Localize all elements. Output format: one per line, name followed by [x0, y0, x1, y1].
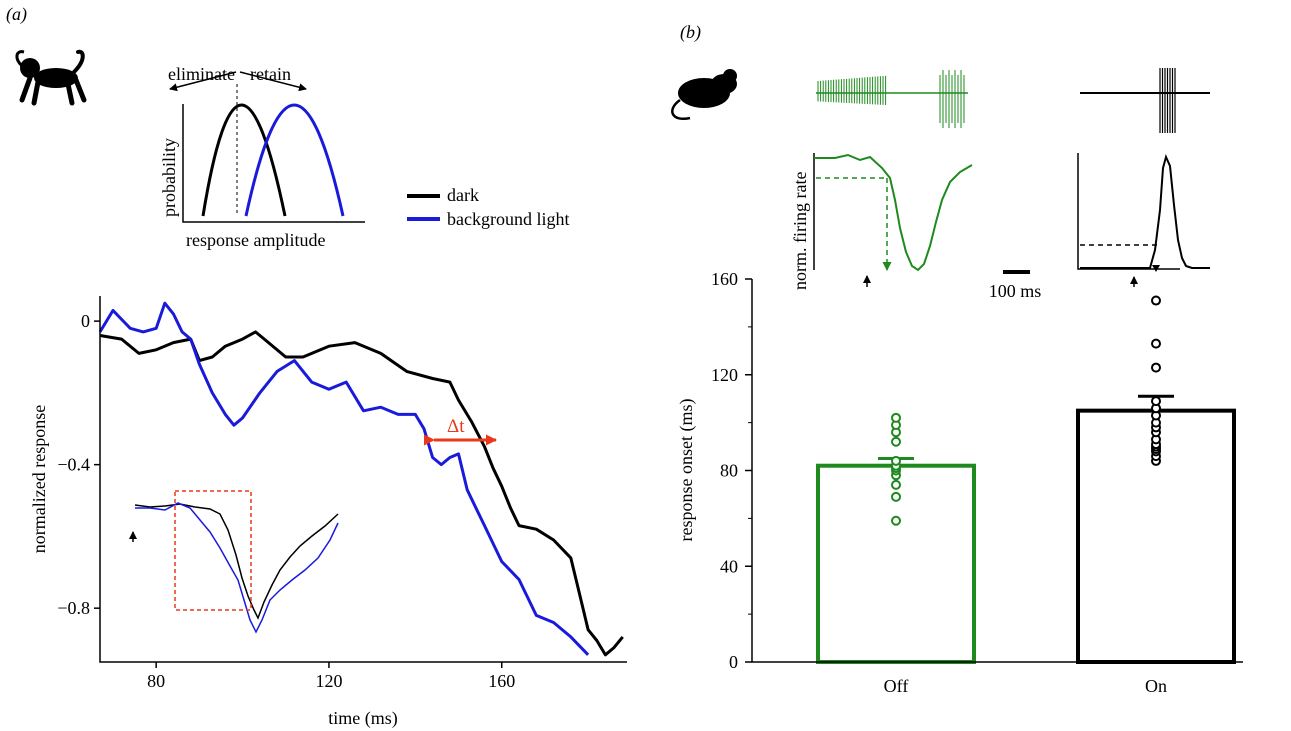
legend-label-light: background light — [447, 209, 569, 229]
on-firing-axis — [1077, 153, 1180, 270]
data-point — [891, 412, 901, 423]
off-firing-rate-curve — [814, 153, 973, 272]
scale-bar-label: 100 ms — [989, 281, 1042, 301]
y-tick-label: −0.4 — [57, 455, 90, 475]
series-line-dark — [99, 330, 624, 657]
firing-rate-label: norm. firing rate — [790, 172, 810, 290]
on-onset-marker — [1152, 265, 1160, 272]
inset-traces — [129, 490, 339, 634]
y-tick-label: 0 — [81, 311, 90, 331]
monkey-icon — [15, 49, 87, 106]
panel-b-ylabel: response onset (ms) — [676, 399, 697, 542]
x-tick-label: 120 — [315, 671, 342, 691]
panel-b-axes — [751, 279, 1243, 663]
legend-label-dark: dark — [447, 185, 479, 205]
dark-distribution — [201, 103, 287, 217]
y-tick-label: 80 — [720, 461, 738, 481]
data-point — [1151, 396, 1161, 407]
schematic-ylabel: probability — [159, 138, 179, 217]
data-point — [1151, 295, 1161, 306]
inset-highlight-box — [174, 490, 252, 611]
delta-t-annotation: Δt — [424, 416, 497, 446]
y-tick-label: 120 — [711, 365, 738, 385]
off-spike-trace — [816, 70, 968, 128]
retain-arrow — [239, 71, 307, 92]
on-firing-rate-curve — [1080, 154, 1210, 269]
panel-a-line-chart: 80 120 160 0 −0.4 −0.8 time (ms) normalized r… — [29, 296, 627, 729]
delta-t-label: Δt — [447, 416, 465, 437]
data-point — [891, 436, 901, 447]
schematic-inset: eliminate retain probability response am… — [159, 64, 365, 250]
y-tick-label: 40 — [720, 556, 738, 576]
y-tick-label: 160 — [711, 269, 738, 289]
eliminate-label: eliminate — [168, 64, 235, 84]
panel-b-bar-chart: Off On 0 40 80 120 160 response onset (ms) — [676, 269, 1243, 696]
y-tick-label: 0 — [729, 652, 738, 672]
panel-b-label: (b) — [680, 22, 701, 43]
mouse-icon — [671, 69, 737, 121]
data-point — [891, 515, 901, 526]
schematic-axes — [182, 104, 365, 223]
panel-a-xlabel: time (ms) — [328, 708, 398, 729]
x-tick-label: 80 — [147, 671, 165, 691]
light-distribution — [244, 103, 345, 217]
x-tick-label: 160 — [488, 671, 515, 691]
legend: dark background light — [407, 185, 569, 229]
panel-a-label: (a) — [6, 4, 27, 25]
schematic-xlabel: response amplitude — [186, 230, 325, 250]
panel-a-ylabel: normalized response — [29, 405, 49, 553]
inset-light-trace — [135, 502, 339, 634]
firing-rate-insets: norm. firing rate 100 ms — [790, 153, 1210, 301]
data-point — [891, 455, 901, 466]
x-category-label: On — [1145, 676, 1167, 696]
x-category-label: Off — [884, 676, 909, 696]
y-tick-label: −0.8 — [57, 598, 90, 618]
series-line-background-light — [98, 301, 590, 656]
on-spike-trace — [1080, 68, 1210, 133]
retain-label: retain — [250, 64, 291, 84]
inset-dark-trace — [134, 503, 339, 620]
panel-a-axes — [99, 296, 627, 663]
data-point — [891, 491, 901, 502]
data-point — [1151, 362, 1161, 373]
data-point — [1151, 338, 1161, 349]
data-point — [891, 479, 901, 490]
eliminate-arrow — [169, 71, 237, 92]
